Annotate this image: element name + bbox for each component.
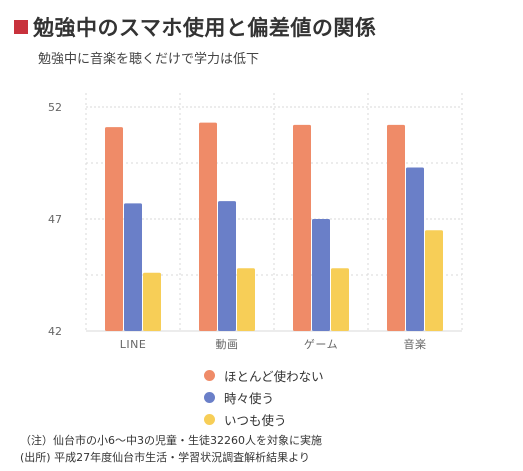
- y-tick-label: 42: [48, 325, 62, 338]
- bar: [237, 268, 255, 331]
- legend-label: いつも使う: [224, 412, 287, 428]
- title-accent-square: [14, 20, 28, 34]
- bar: [406, 167, 424, 331]
- x-tick-label: LINE: [120, 338, 147, 351]
- legend-item: いつも使う: [204, 408, 324, 430]
- bar: [124, 203, 142, 331]
- bar: [387, 124, 405, 331]
- x-tick-label: 動画: [216, 337, 239, 351]
- legend-swatch-0: [204, 369, 215, 381]
- legend: ほとんど使わない 時々使う いつも使う: [204, 364, 324, 430]
- chart-subtitle: 勉強中に音楽を聴くだけで学力は低下: [38, 52, 260, 67]
- bar: [312, 219, 330, 331]
- bar-chart: 42 47 52 LINE 動画 ゲーム 音楽: [48, 93, 463, 351]
- legend-label: 時々使う: [224, 390, 275, 406]
- x-tick-label: 音楽: [404, 337, 427, 351]
- source-note: (出所) 平成27年度仙台市生活・学習状況調査解析結果より: [20, 451, 310, 464]
- title-row: 勉強中のスマホ使用と偏差値の関係: [14, 12, 376, 42]
- bar: [293, 124, 311, 331]
- y-tick-label: 47: [48, 213, 62, 226]
- y-tick-labels: 42 47 52: [48, 101, 62, 338]
- footnote: （注）仙台市の小6〜中3の児童・生徒32260人を対象に実施: [20, 434, 322, 447]
- legend-item: 時々使う: [204, 386, 324, 408]
- x-tick-label: ゲーム: [304, 338, 338, 351]
- bar: [331, 268, 349, 331]
- bar: [199, 122, 217, 332]
- legend-swatch-1: [204, 391, 215, 403]
- bars: [105, 122, 443, 332]
- x-tick-labels: LINE 動画 ゲーム 音楽: [120, 337, 427, 351]
- y-tick-label: 52: [48, 101, 62, 114]
- bar: [218, 201, 236, 331]
- legend-swatch-2: [204, 413, 215, 425]
- chart-title: 勉強中のスマホ使用と偏差値の関係: [33, 16, 377, 40]
- legend-label: ほとんど使わない: [224, 368, 324, 384]
- legend-item: ほとんど使わない: [204, 364, 324, 386]
- bar: [105, 127, 123, 331]
- grid-lines: [85, 93, 463, 332]
- bar: [143, 272, 161, 331]
- bar: [425, 230, 443, 331]
